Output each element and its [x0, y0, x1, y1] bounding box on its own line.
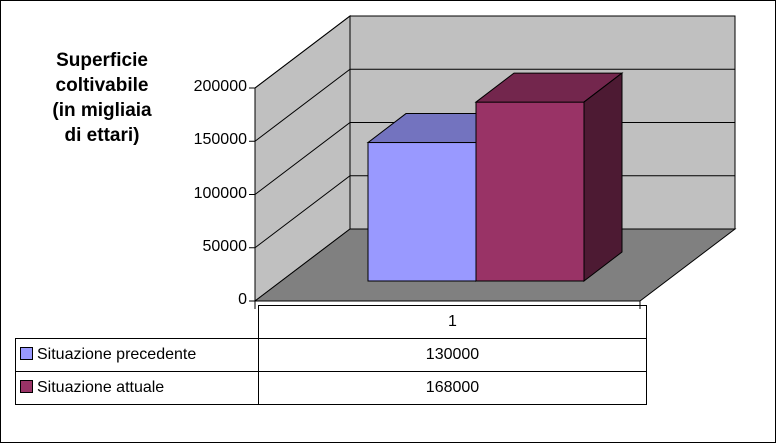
legend-swatch-series-1	[20, 346, 33, 360]
legend-entry-series-1: Situazione precedente	[37, 346, 197, 363]
y-tick-label: 50000	[202, 237, 248, 255]
data-table-header-row: 1	[15, 305, 647, 339]
y-tick-label: 100000	[193, 184, 247, 202]
y-tick-label: 150000	[193, 131, 247, 149]
legend-entry-series-2: Situazione attuale	[37, 379, 165, 396]
data-table: 1 Situazione precedente 130000 Situazion…	[15, 305, 647, 405]
legend-swatch-series-2	[20, 379, 33, 393]
y-axis-label: Superficie coltivabile (in migliaia di e…	[52, 50, 152, 146]
y-tick-label: 200000	[193, 78, 247, 95]
data-table-row: Situazione attuale 168000	[15, 371, 647, 405]
data-value-series-2: 168000	[258, 371, 647, 405]
data-table-row: Situazione precedente 130000	[15, 338, 647, 372]
bar-series-2-side	[583, 72, 623, 283]
gridline	[254, 15, 735, 89]
data-value-series-1: 130000	[258, 338, 647, 372]
category-label-1: 1	[258, 305, 647, 339]
bar-series-1-front	[367, 142, 477, 282]
bar-series-2-front	[475, 101, 585, 282]
gridline	[254, 68, 735, 142]
y-tick-label: 0	[238, 291, 247, 308]
